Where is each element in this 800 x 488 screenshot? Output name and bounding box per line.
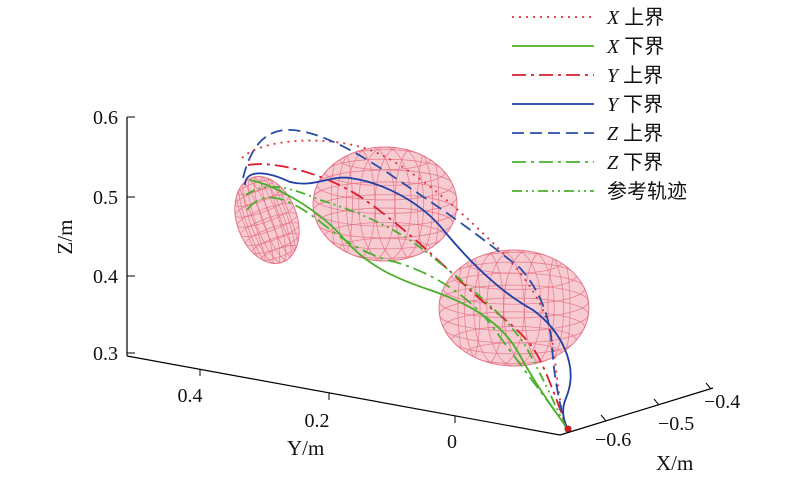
- y-axis-label: Y/m: [287, 436, 324, 460]
- legend-label: Y 上界: [607, 64, 663, 87]
- legend-label: X 上界: [606, 6, 664, 29]
- legend-item: X 下界: [512, 36, 664, 58]
- obstacle-ellipsoid: [438, 249, 590, 367]
- x-tick-label: −0.5: [658, 413, 694, 435]
- legend-label: X 下界: [606, 36, 664, 58]
- y-tick-label: 0.4: [178, 385, 203, 407]
- trajectory-series-line: [241, 139, 567, 429]
- legend-item: Z 下界: [512, 152, 663, 174]
- legend-item: 参考轨迹: [512, 180, 687, 203]
- trajectory-series-line: [242, 129, 567, 429]
- trajectory-series-line: [249, 179, 566, 426]
- z-tick-label: 0.5: [93, 187, 118, 209]
- z-axis-label: Z/m: [53, 220, 77, 255]
- z-tick-label: 0.6: [93, 107, 118, 129]
- legend-item: Y 上界: [512, 64, 663, 87]
- z-tick-labels: 0.6 0.5 0.4 0.3: [93, 107, 118, 365]
- trajectory-series-line: [245, 185, 567, 429]
- obstacle-ellipsoid: [312, 146, 458, 262]
- z-tick-label: 0.4: [93, 266, 118, 288]
- x-tick-labels: −0.6 −0.5 −0.4: [595, 391, 740, 451]
- y-tick-labels: 0.4 0.2 0: [178, 385, 458, 453]
- x-axis-label: X/m: [656, 451, 693, 475]
- y-tick-label: 0: [447, 431, 457, 453]
- x-axis: [559, 387, 714, 436]
- trajectory-series-line: [244, 172, 572, 429]
- trajectory-end-point: [564, 425, 572, 433]
- z-tick-label: 0.3: [93, 343, 118, 365]
- x-tick-label: −0.6: [595, 429, 631, 451]
- legend-item: Y 下界: [512, 94, 663, 116]
- x-tick-label: −0.4: [704, 391, 740, 413]
- legend-item: X 上界: [512, 6, 664, 29]
- legend-label: Z 下界: [607, 152, 663, 174]
- y-tick-label: 0.2: [305, 410, 330, 432]
- legend-label: 参考轨迹: [607, 180, 687, 203]
- legend-label: Z 上界: [607, 122, 663, 145]
- trajectory-series-line: [246, 196, 566, 426]
- trajectory-series-line: [247, 163, 568, 429]
- legend-label: Y 下界: [607, 94, 663, 116]
- legend-item: Z 上界: [512, 122, 663, 145]
- y-axis: [126, 355, 561, 436]
